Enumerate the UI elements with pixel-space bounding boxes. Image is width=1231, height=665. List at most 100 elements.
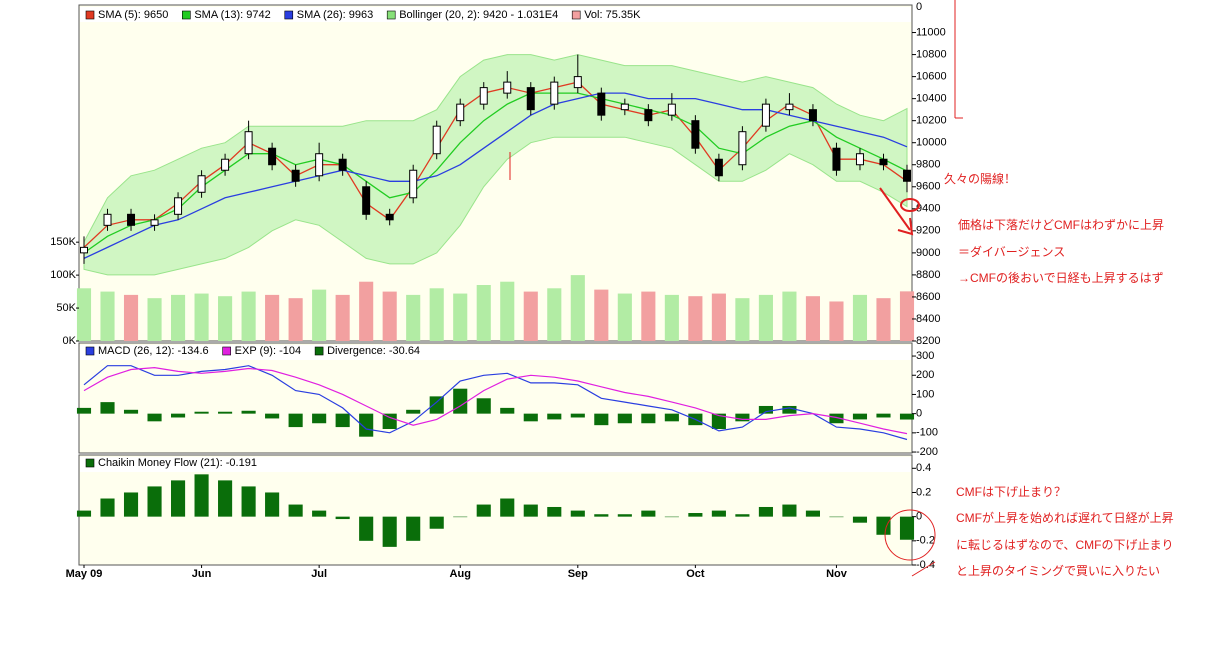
x-tick-label: May 09 <box>66 568 103 580</box>
legend-swatch <box>182 10 191 20</box>
cmf-bar <box>194 474 209 517</box>
cmf-bar <box>406 516 421 541</box>
y-tick-label: 8200 <box>916 335 940 347</box>
divergence-bar <box>335 413 350 428</box>
volume-bar <box>218 296 233 341</box>
divergence-bar <box>899 413 915 420</box>
candle-body <box>362 186 371 215</box>
y-tick-label: 0.4 <box>916 462 931 474</box>
candle-body <box>738 131 747 166</box>
y-tick-label: -200 <box>916 446 938 458</box>
y-tick-label: 10800 <box>916 48 947 60</box>
volume-bar <box>100 291 115 341</box>
candle-body <box>315 153 324 177</box>
cmf-bar <box>852 516 868 523</box>
y-tick-label: 0K <box>63 335 77 347</box>
candle-body <box>338 158 347 171</box>
y-tick-label: 200 <box>916 369 934 381</box>
divergence-bar <box>711 413 726 430</box>
volume-bar <box>664 294 679 341</box>
divergence-bar <box>312 413 327 424</box>
volume-bar <box>735 298 750 341</box>
x-tick-label: Oct <box>686 568 705 580</box>
divergence-bar <box>782 405 797 414</box>
candle-body <box>879 158 888 166</box>
cmf-bar <box>523 504 538 517</box>
y-tick-label: 0 <box>916 1 922 13</box>
volume-bar <box>265 294 280 341</box>
macd-line <box>83 365 908 441</box>
cmf-bar <box>265 492 280 517</box>
pointer-line <box>911 561 936 577</box>
arrow <box>879 187 911 231</box>
y-tick-label: 0.2 <box>916 486 931 498</box>
panel-frame <box>78 342 913 454</box>
y-tick-label: 50K <box>56 302 76 314</box>
cmf-bar <box>453 516 468 518</box>
cmf-bar <box>711 510 726 517</box>
volume-bar <box>382 291 397 341</box>
divergence-bar <box>876 413 891 418</box>
legend-label: Vol: 75.35K <box>584 9 641 21</box>
annotation: 価格は下落だけどCMFはわずかに上昇 <box>958 217 1164 232</box>
volume-bar <box>241 291 256 341</box>
divergence-bar <box>453 388 468 414</box>
y-tick-label: 9200 <box>916 225 940 237</box>
y-tick-label: 11000 <box>916 26 946 38</box>
divergence-bar <box>594 413 609 426</box>
x-tick-label: Nov <box>826 568 848 580</box>
candle-body <box>855 153 864 166</box>
candle-body <box>785 103 794 111</box>
y-tick-label: 10200 <box>916 115 947 127</box>
divergence-bar <box>147 413 162 422</box>
x-tick-label: Sep <box>568 568 588 580</box>
legend-label: SMA (13): 9742 <box>194 9 270 21</box>
y-tick-label: -0.4 <box>916 559 935 571</box>
candle-body <box>691 120 700 149</box>
volume-bar <box>899 291 915 341</box>
cmf-bar <box>829 516 844 518</box>
cmf-bar <box>76 510 92 517</box>
volume-bar <box>570 275 585 341</box>
legend-label: SMA (5): 9650 <box>98 9 168 21</box>
y-tick-label: 8800 <box>916 269 940 281</box>
divergence-bar <box>735 413 750 422</box>
divergence-bar <box>617 413 632 424</box>
y-tick-label: 9400 <box>916 203 940 215</box>
candle-body <box>808 109 817 122</box>
cmf-bar <box>359 516 374 541</box>
cmf-bar <box>758 506 773 517</box>
divergence-bar <box>570 413 585 418</box>
volume-bar <box>123 294 139 341</box>
annotation: 久々の陽線！ <box>944 171 1016 186</box>
legend-swatch <box>85 458 95 468</box>
candle-body <box>268 147 277 166</box>
y-tick-label: 8600 <box>916 291 940 303</box>
candle-body <box>644 109 653 122</box>
volume-bar <box>617 293 632 341</box>
y-tick-label: 9800 <box>916 159 940 171</box>
cmf-bar <box>123 492 139 517</box>
divergence-bar <box>758 405 773 414</box>
volume-bar <box>476 285 491 341</box>
legend-swatch <box>314 346 324 356</box>
cmf-bar <box>664 516 679 518</box>
cmf-bar <box>288 504 303 517</box>
cmf-bar <box>218 480 233 517</box>
y-tick-label: 0 <box>916 511 922 523</box>
y-tick-label: 8400 <box>916 313 940 325</box>
volume-bar <box>688 296 703 341</box>
y-tick-label: 9000 <box>916 247 940 259</box>
cmf-bar <box>100 498 115 517</box>
volume-bar <box>194 293 209 341</box>
divergence-bar <box>641 413 656 424</box>
annotation: →CMFの後おいで日経も上昇するはず <box>958 271 1164 285</box>
candle-body <box>456 103 465 122</box>
y-tick-label: -100 <box>916 427 938 439</box>
cmf-bar <box>382 516 397 547</box>
candle-body <box>667 103 676 116</box>
candle-body <box>244 131 253 155</box>
divergence-bar <box>218 411 233 414</box>
candle-body <box>221 158 230 171</box>
candle-body <box>714 158 723 177</box>
